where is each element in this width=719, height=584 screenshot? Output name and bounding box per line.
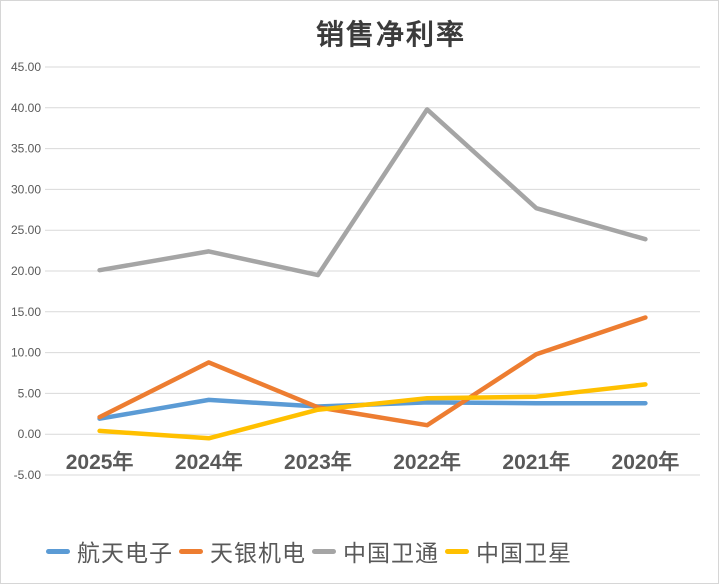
y-axis-label: 0.00 [18,427,42,441]
y-axis-label: 20.00 [11,264,41,278]
x-axis-label: 2024年 [175,450,243,474]
x-axis-label: 2020年 [612,450,680,474]
legend: 航天电子 天银机电 中国卫通 中国卫星 [46,534,572,568]
legend-swatch-icon [312,548,336,554]
x-axis-label: 2022年 [393,450,461,474]
legend-item-2: 中国卫通 [312,534,439,568]
legend-label: 中国卫通 [343,540,439,566]
series-line-2 [97,107,648,278]
legend-label: 中国卫星 [476,540,572,566]
legend-swatch-icon [445,548,469,554]
y-axis-label: 45.00 [11,60,41,74]
legend-label: 航天电子 [77,540,173,566]
legend-item-1: 天银机电 [179,534,306,568]
x-axis-label: 2025年 [66,450,134,474]
y-axis-label: 15.00 [11,305,41,319]
y-axis-label: 10.00 [11,346,41,360]
legend-swatch-icon [179,548,203,554]
series-line-3 [97,382,648,441]
x-axis-label: 2021年 [502,450,570,474]
y-axis-label: 5.00 [18,386,42,400]
y-axis-label: 30.00 [11,182,41,196]
y-axis-label: 35.00 [11,142,41,156]
chart-title: 销售净利率 [315,19,466,50]
y-axis-label: 40.00 [11,101,41,115]
series-line-1 [97,315,648,428]
y-axis-label: -5.00 [14,468,42,482]
y-axis-label: 25.00 [11,223,41,237]
legend-swatch-icon [46,548,70,554]
legend-label: 天银机电 [210,540,306,566]
legend-item-3: 中国卫星 [445,534,572,568]
legend-item-0: 航天电子 [46,534,173,568]
x-axis-label: 2023年 [284,450,352,474]
